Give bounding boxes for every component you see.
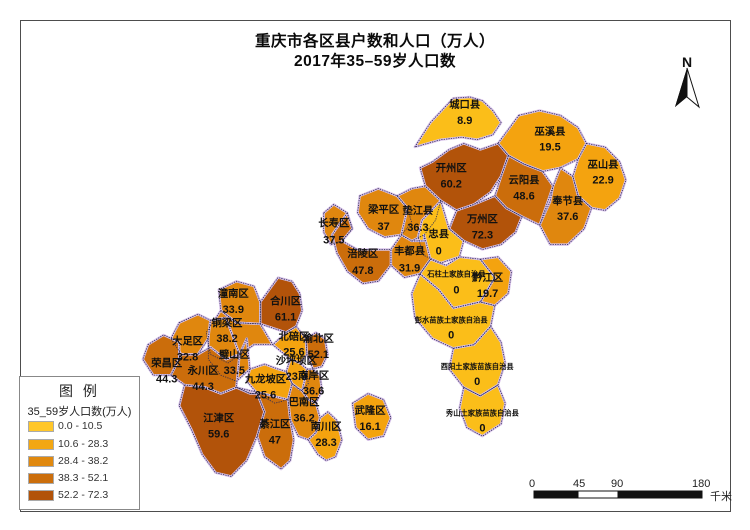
svg-text:巴南区: 巴南区 — [289, 396, 321, 409]
svg-text:铜梁区: 铜梁区 — [212, 316, 244, 329]
svg-text:44.3: 44.3 — [156, 373, 177, 385]
svg-text:8.9: 8.9 — [457, 115, 472, 127]
svg-text:33.9: 33.9 — [223, 304, 244, 316]
svg-text:37.6: 37.6 — [557, 211, 578, 223]
svg-text:31.9: 31.9 — [399, 262, 420, 274]
svg-text:梁平区: 梁平区 — [367, 203, 400, 216]
svg-text:南川区: 南川区 — [311, 420, 343, 433]
svg-text:19.7: 19.7 — [477, 288, 498, 300]
svg-text:南岸区: 南岸区 — [298, 369, 330, 382]
svg-text:酉阳土家族苗族自治县: 酉阳土家族苗族自治县 — [441, 362, 515, 371]
svg-text:33.5: 33.5 — [224, 365, 245, 377]
svg-text:60.2: 60.2 — [440, 178, 461, 190]
svg-text:奉节县: 奉节县 — [551, 194, 583, 207]
svg-text:36.6: 36.6 — [303, 386, 324, 398]
svg-text:九龙坡区: 九龙坡区 — [244, 372, 287, 385]
svg-text:永川区: 永川区 — [187, 364, 220, 377]
svg-text:彭水苗族土家族自治县: 彭水苗族土家族自治县 — [415, 316, 489, 325]
svg-text:云阳县: 云阳县 — [509, 175, 540, 187]
svg-text:19.5: 19.5 — [539, 142, 560, 154]
svg-text:0: 0 — [448, 330, 454, 342]
svg-text:48.6: 48.6 — [513, 190, 534, 202]
svg-text:渝北区: 渝北区 — [303, 332, 335, 345]
svg-text:巫山县: 巫山县 — [588, 158, 619, 171]
svg-text:36.3: 36.3 — [407, 222, 428, 234]
svg-text:0: 0 — [436, 245, 442, 257]
svg-text:37: 37 — [377, 221, 389, 233]
svg-text:25.6: 25.6 — [255, 389, 276, 401]
svg-text:大足区: 大足区 — [172, 335, 204, 348]
svg-text:72.3: 72.3 — [472, 230, 493, 242]
svg-text:涪陵区: 涪陵区 — [347, 247, 379, 260]
svg-text:垫江县: 垫江县 — [402, 204, 433, 217]
svg-text:0: 0 — [453, 284, 459, 296]
svg-text:38.2: 38.2 — [216, 333, 237, 345]
svg-text:47: 47 — [269, 434, 281, 446]
svg-text:万州区: 万州区 — [466, 214, 499, 226]
svg-text:沙坪坝区: 沙坪坝区 — [276, 354, 318, 367]
svg-text:綦江区: 綦江区 — [258, 418, 291, 431]
svg-text:丰都县: 丰都县 — [394, 244, 425, 257]
svg-text:长寿区: 长寿区 — [318, 216, 350, 229]
svg-text:37.5: 37.5 — [323, 234, 344, 246]
svg-text:0: 0 — [474, 376, 480, 388]
svg-text:59.6: 59.6 — [208, 428, 229, 440]
svg-text:61.1: 61.1 — [275, 311, 296, 323]
svg-text:合川区: 合川区 — [269, 294, 302, 307]
svg-text:巫溪县: 巫溪县 — [535, 125, 566, 138]
svg-text:城口县: 城口县 — [449, 98, 480, 111]
svg-text:22.9: 22.9 — [592, 175, 613, 187]
svg-text:44.3: 44.3 — [192, 381, 213, 393]
svg-text:荣昌区: 荣昌区 — [150, 357, 183, 370]
svg-text:璧山区: 璧山区 — [218, 348, 251, 361]
svg-text:47.8: 47.8 — [352, 265, 373, 277]
svg-text:潼南区: 潼南区 — [218, 287, 250, 300]
svg-text:秀山土家族苗族自治县: 秀山土家族苗族自治县 — [445, 408, 520, 417]
svg-text:黔江区: 黔江区 — [472, 271, 504, 284]
svg-text:16.1: 16.1 — [359, 421, 380, 433]
svg-text:28.3: 28.3 — [315, 437, 336, 449]
svg-text:0: 0 — [479, 422, 485, 434]
svg-text:武隆区: 武隆区 — [355, 404, 387, 417]
svg-text:开州区: 开州区 — [436, 162, 468, 174]
svg-text:忠县: 忠县 — [428, 227, 449, 240]
svg-text:江津区: 江津区 — [203, 412, 235, 425]
